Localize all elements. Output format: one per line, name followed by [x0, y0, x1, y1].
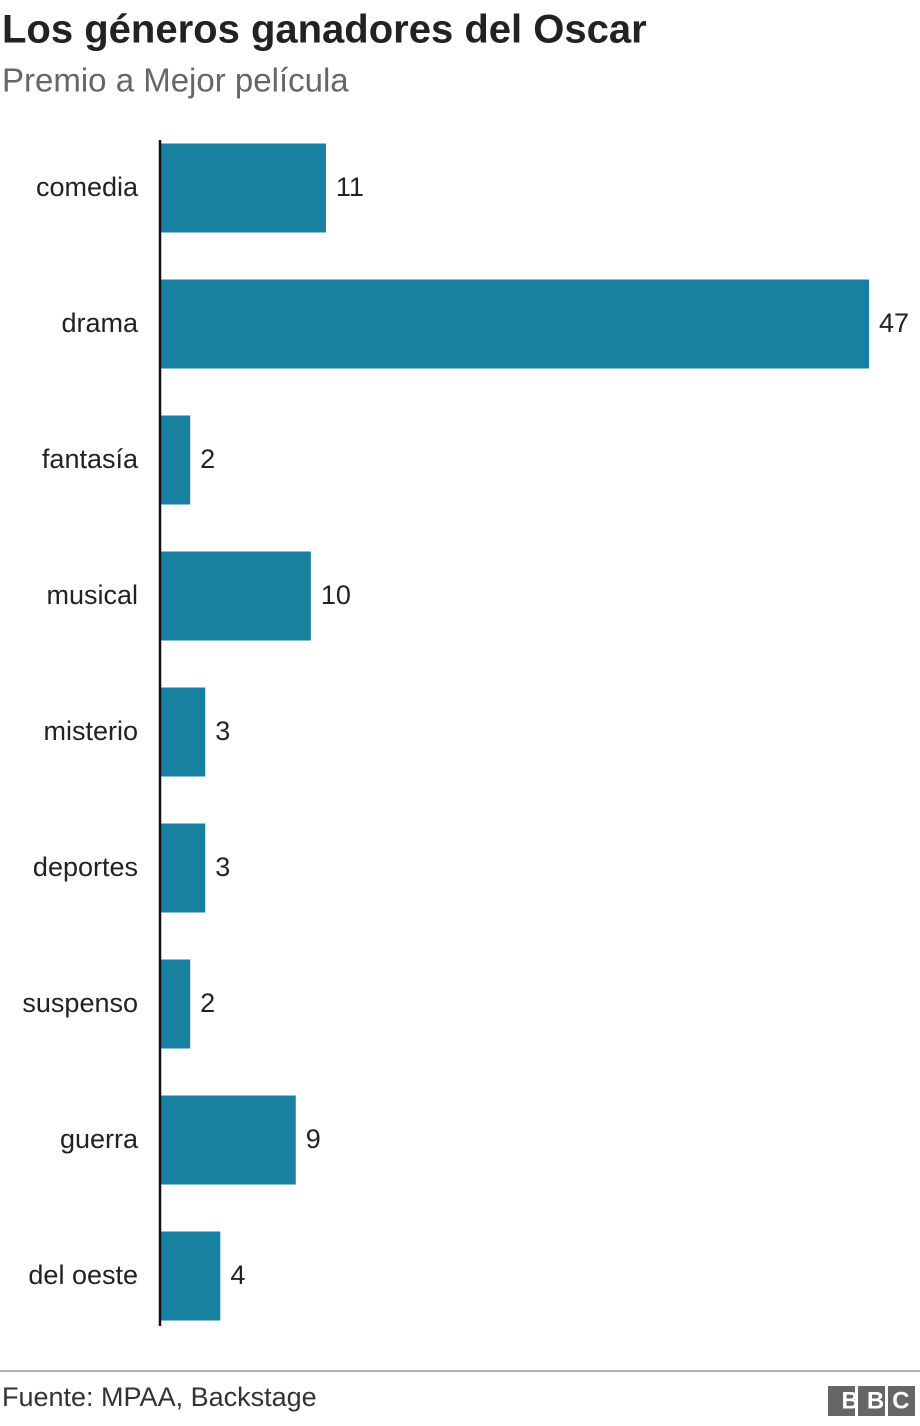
y-tick-label: guerra [60, 1124, 139, 1154]
source-note: Fuente: MPAA, Backstage [2, 1382, 317, 1412]
bar [160, 551, 311, 641]
chart-title: Los géneros ganadores del Oscar [2, 8, 647, 52]
bar [160, 1231, 221, 1321]
y-tick-label: del oeste [28, 1260, 138, 1290]
logo-box [888, 1386, 915, 1416]
y-tick-label: misterio [43, 716, 138, 746]
value-label: 3 [215, 716, 230, 746]
value-label: 2 [200, 444, 215, 474]
logo-text: BBC [842, 1387, 920, 1414]
value-label: 9 [306, 1124, 321, 1154]
chart-subtitle: Premio a Mejor película [2, 62, 349, 99]
bar [160, 279, 869, 369]
bar [160, 823, 206, 913]
y-tick-label: suspenso [22, 988, 138, 1018]
y-tick-label: deportes [33, 852, 138, 882]
logo [828, 1386, 915, 1416]
bar [160, 687, 206, 777]
value-label: 10 [321, 580, 351, 610]
bar [160, 1095, 296, 1185]
y-tick-label: musical [46, 580, 138, 610]
bar [160, 415, 191, 505]
logo-box [828, 1386, 855, 1416]
bar [160, 143, 326, 233]
value-label: 11 [336, 172, 364, 202]
logo-box [858, 1386, 885, 1416]
y-tick-label: fantasía [42, 444, 139, 474]
bar [160, 959, 191, 1049]
y-tick-label: drama [61, 308, 139, 338]
y-tick-label: comedia [36, 172, 139, 202]
value-label: 2 [200, 988, 215, 1018]
value-label: 3 [215, 852, 230, 882]
value-label: 47 [879, 308, 909, 338]
value-label: 4 [230, 1260, 245, 1290]
